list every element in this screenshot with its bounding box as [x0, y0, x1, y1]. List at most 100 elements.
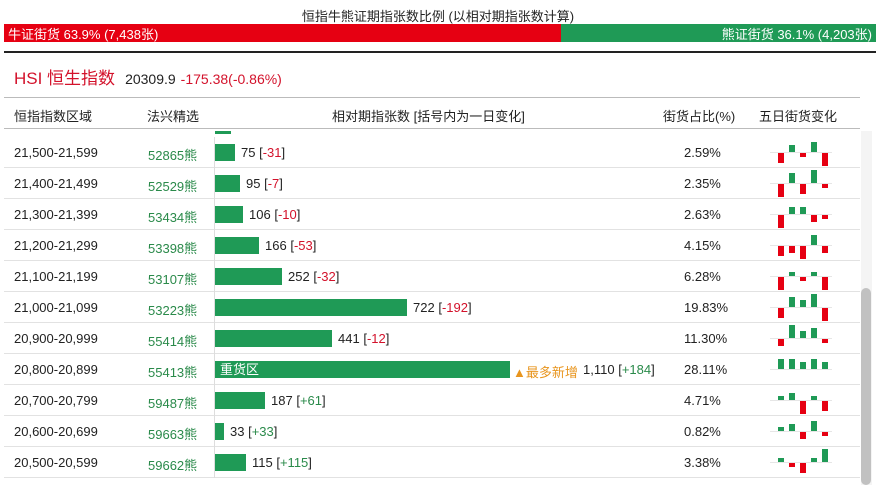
- bull-ratio-segment: 牛证街货 63.9% (7,438张): [4, 24, 562, 42]
- five-day-trend: [770, 323, 832, 354]
- trend-bar: [811, 215, 817, 222]
- share-cell: 4.71%: [684, 393, 721, 408]
- header-contracts[interactable]: 相对期指张数 [括号内为一日变化]: [332, 109, 525, 124]
- trend-bar: [811, 359, 817, 369]
- five-day-trend: [770, 292, 832, 323]
- contracts-count: 33 [+33]: [230, 424, 278, 439]
- contracts-count: 95 [-7]: [246, 176, 283, 191]
- five-day-trend: [770, 416, 832, 447]
- warrant-link[interactable]: 53398熊: [148, 241, 198, 256]
- trend-bar: [778, 246, 784, 256]
- contracts-value: 252: [288, 269, 310, 284]
- trend-bar: [800, 207, 806, 214]
- share-cell: 19.83%: [684, 300, 729, 315]
- warrant-link[interactable]: 59487熊: [148, 396, 198, 411]
- table-row[interactable]: 21,000-21,099 53223熊 722 [-192] 19.83%: [4, 292, 860, 323]
- bull-bear-ratio-bar: 牛证街货 63.9% (7,438张) 熊证街货 36.1% (4,203张): [4, 24, 876, 42]
- warrant-link[interactable]: 55414熊: [148, 334, 198, 349]
- warrant-link[interactable]: 53107熊: [148, 272, 198, 287]
- contracts-value: 75: [241, 145, 256, 160]
- table-row[interactable]: 20,500-20,599 59662熊 115 [+115] 3.38%: [4, 447, 860, 478]
- warrant-link[interactable]: 55413熊: [148, 365, 198, 380]
- table-row[interactable]: 21,500-21,599 52865熊 75 [-31] 2.59%: [4, 137, 860, 168]
- trend-bar: [822, 246, 828, 253]
- trend-baseline: [770, 245, 832, 246]
- warrant-link[interactable]: 52865熊: [148, 148, 198, 163]
- scrollbar-thumb[interactable]: [861, 288, 871, 485]
- contracts-bar: [215, 144, 235, 161]
- zone-cell: 20,800-20,899: [14, 362, 98, 377]
- trend-bar: [822, 308, 828, 321]
- table-row[interactable]: 21,200-21,299 53398熊 166 [-53] 4.15%: [4, 230, 860, 261]
- header-warrant[interactable]: 法兴精选: [147, 109, 200, 124]
- column-divider: [214, 354, 215, 385]
- table-row[interactable]: 21,400-21,499 52529熊 95 [-7] 2.35%: [4, 168, 860, 199]
- contracts-bar: [215, 175, 240, 192]
- trend-bar: [822, 184, 828, 188]
- trend-baseline: [770, 183, 832, 184]
- five-day-trend: [770, 385, 832, 416]
- warrant-link[interactable]: 53223熊: [148, 303, 198, 318]
- trend-baseline: [770, 462, 832, 463]
- trend-baseline: [770, 431, 832, 432]
- warrant-link[interactable]: 59662熊: [148, 458, 198, 473]
- daily-change: +33: [251, 424, 274, 439]
- contracts-count: 75 [-31]: [241, 145, 286, 160]
- zone-cell: 21,500-21,599: [14, 145, 98, 160]
- trend-baseline: [770, 152, 832, 153]
- warrant-link[interactable]: 53434熊: [148, 210, 198, 225]
- table-row[interactable]: 20,800-20,899 55413熊 重货区 ▲最多新增 1,110 [+184] 2…: [4, 354, 860, 385]
- contracts-bar: 重货区: [215, 361, 510, 378]
- header-trend[interactable]: 五日街货变化: [759, 109, 838, 124]
- daily-change: +61: [299, 393, 322, 408]
- daily-change: -7: [267, 176, 280, 191]
- trend-baseline: [770, 338, 832, 339]
- trend-bar: [778, 359, 784, 369]
- column-divider: [214, 199, 215, 230]
- trend-baseline: [770, 400, 832, 401]
- table-row[interactable]: 21,100-21,199 53107熊 252 [-32] 6.28%: [4, 261, 860, 292]
- warrant-link[interactable]: 59663熊: [148, 427, 198, 442]
- daily-change: -12: [366, 331, 386, 346]
- column-divider: [214, 416, 215, 447]
- column-divider: [214, 292, 215, 323]
- trend-bar: [789, 297, 795, 307]
- share-cell: 11.30%: [684, 331, 728, 346]
- table-row[interactable]: 20,700-20,799 59487熊 187 [+61] 4.71%: [4, 385, 860, 416]
- contracts-bar: [215, 237, 259, 254]
- contracts-count: 187 [+61]: [271, 393, 326, 408]
- contracts-count: 106 [-10]: [249, 207, 301, 222]
- column-divider: [214, 137, 215, 168]
- trend-bar: [789, 325, 795, 338]
- trend-bar: [778, 396, 784, 400]
- contracts-value: 441: [338, 331, 360, 346]
- contracts-count: 166 [-53]: [265, 238, 317, 253]
- contracts-value: 722: [413, 300, 435, 315]
- section-divider: [4, 51, 876, 53]
- index-change: -175.38(-0.86%): [180, 71, 282, 87]
- header-zone[interactable]: 恒指指数区域: [14, 109, 93, 124]
- daily-change: +184: [621, 362, 652, 377]
- table-row[interactable]: 21,300-21,399 53434熊 106 [-10] 2.63%: [4, 199, 860, 230]
- contracts-count: 115 [+115]: [252, 455, 312, 470]
- zone-cell: 20,600-20,699: [14, 424, 98, 439]
- zone-cell: 21,000-21,099: [14, 300, 98, 315]
- trend-bar: [800, 184, 806, 194]
- header-share[interactable]: 街货占比(%): [663, 109, 736, 124]
- zone-cell: 20,500-20,599: [14, 455, 98, 470]
- index-quote: HSI 恒生指数 20309.9 -175.38(-0.86%): [14, 64, 282, 89]
- column-divider: [214, 323, 215, 354]
- index-value: 20309.9: [125, 71, 176, 87]
- table-row[interactable]: 20,900-20,999 55414熊 441 [-12] 11.30%: [4, 323, 860, 354]
- warrant-link[interactable]: 52529熊: [148, 179, 198, 194]
- trend-bar: [789, 359, 795, 369]
- daily-change: -192: [441, 300, 468, 315]
- contracts-count: 252 [-32]: [288, 269, 340, 284]
- trend-baseline: [770, 214, 832, 215]
- contracts-bar: [215, 423, 224, 440]
- contracts-value: 95: [246, 176, 261, 191]
- trend-bar: [822, 215, 828, 219]
- table-row[interactable]: 20,600-20,699 59663熊 33 [+33] 0.82%: [4, 416, 860, 447]
- trend-bar: [800, 300, 806, 307]
- trend-bar: [800, 246, 806, 259]
